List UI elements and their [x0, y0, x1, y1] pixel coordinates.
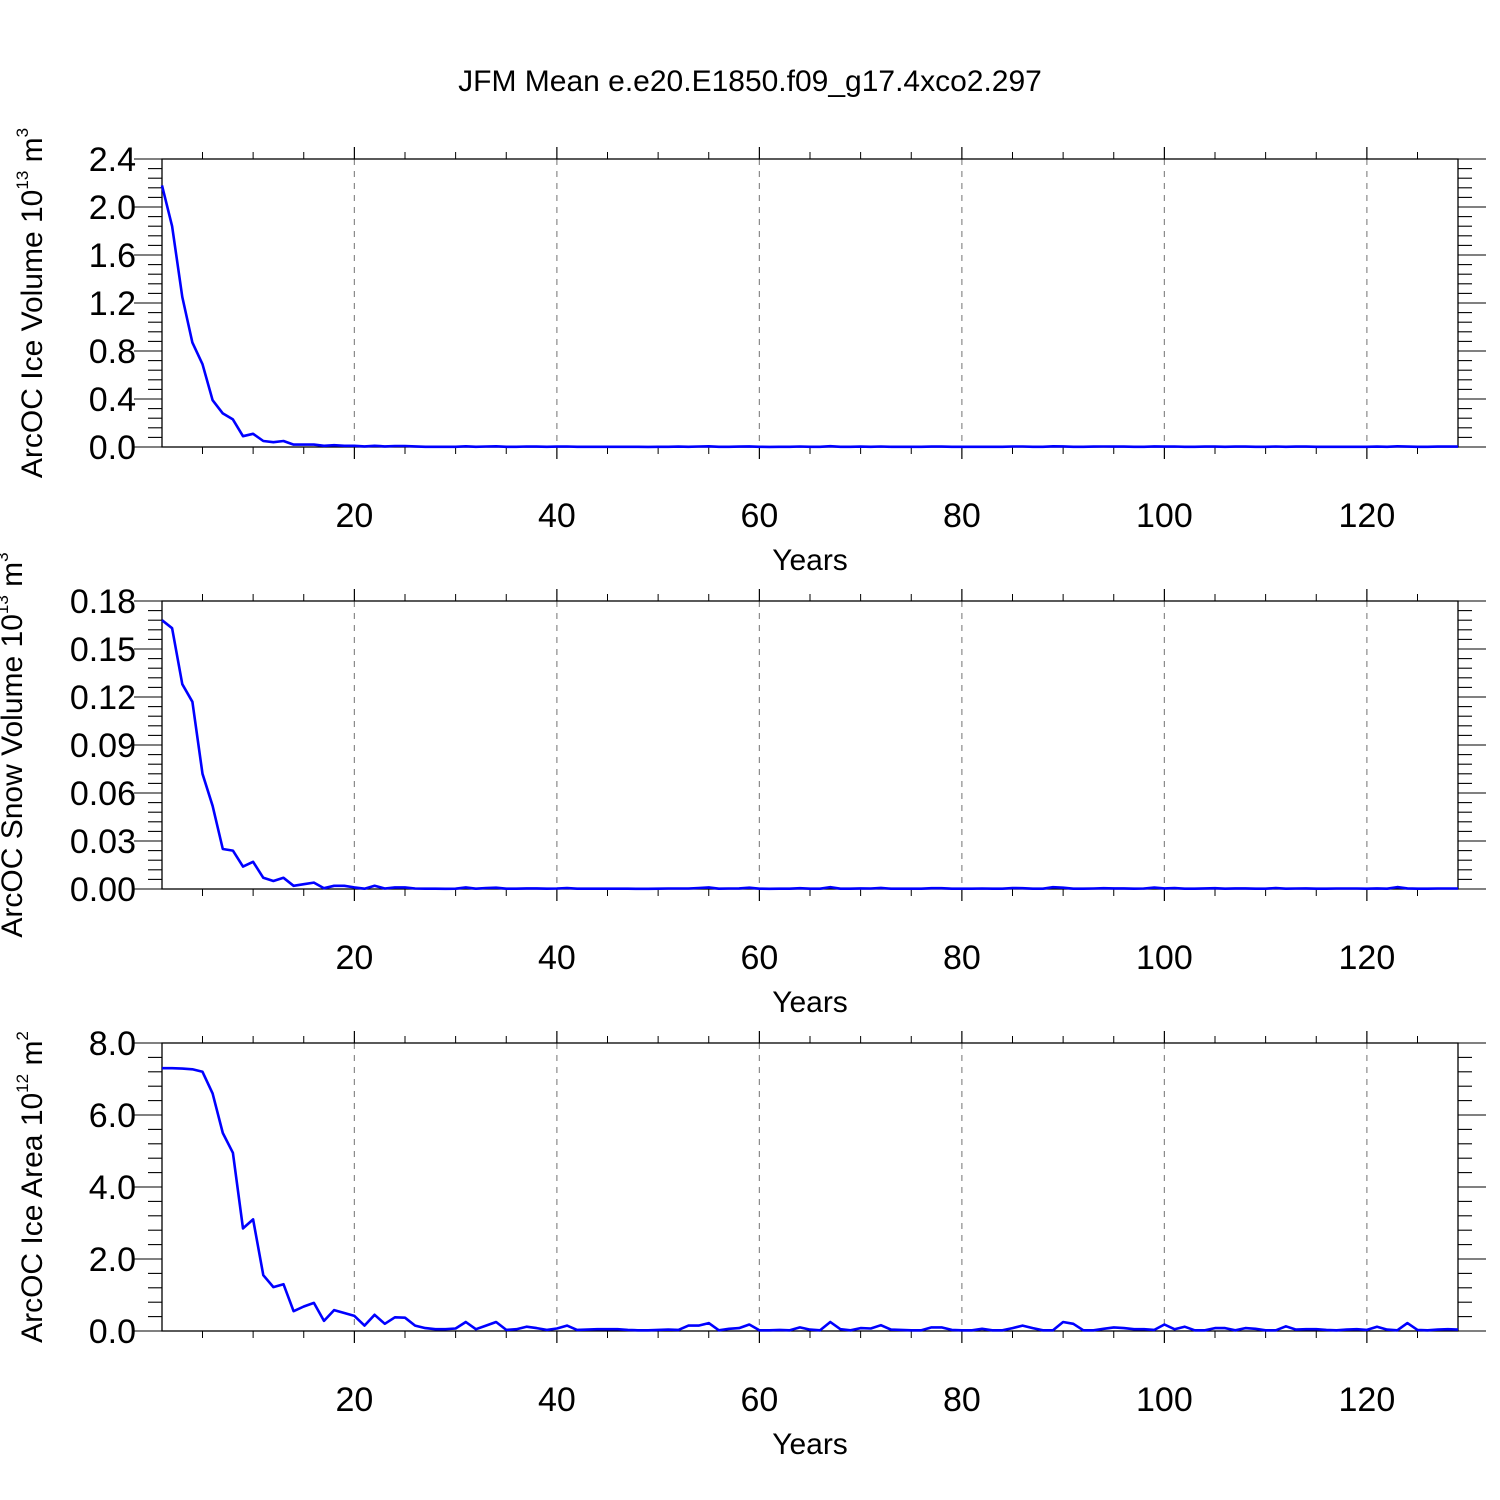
panel-snow-volume: 20 40 60 80 100 120 Years 0.00 0.03 0.06 0.09 0.12 0…: [0, 552, 1486, 1019]
x-tick-label: 120: [1339, 939, 1396, 977]
x-tick-label: 40: [538, 497, 576, 535]
panel-ice-area: 20 40 60 80 100 120 Years 0.0 2.0 4.0 6.0 8.0 ArcOC …: [13, 1025, 1486, 1461]
y-tick-label: 0.15: [70, 631, 136, 669]
series-line: [161, 619, 1458, 891]
x-tick-label: 100: [1136, 1381, 1193, 1419]
y-tick-label: 0.06: [70, 775, 136, 813]
y-tick-label: 0.09: [70, 727, 136, 765]
x-tick-label: 20: [335, 497, 373, 535]
x-tick-label: 100: [1136, 497, 1193, 535]
y-tick-label: 8.0: [89, 1025, 136, 1063]
y-tick-label: 0.0: [89, 429, 136, 467]
x-tick-label: 40: [538, 939, 576, 977]
x-axis-label: Years: [772, 986, 848, 1019]
x-tick-label: 20: [335, 1381, 373, 1419]
x-tick-label: 60: [740, 939, 778, 977]
y-tick-label: 0.03: [70, 823, 136, 861]
x-tick-label: 40: [538, 1381, 576, 1419]
y-tick-label: 1.2: [89, 285, 136, 323]
plot-frame: [161, 600, 1459, 890]
x-tick-label: 60: [740, 1381, 778, 1419]
plot-frame: [161, 1042, 1459, 1332]
y-tick-label: 6.0: [89, 1097, 136, 1135]
series-line: [160, 185, 1458, 449]
y-tick-label: 0.12: [70, 679, 136, 717]
x-tick-label: 80: [943, 939, 981, 977]
x-tick-label: 100: [1136, 939, 1193, 977]
chart-title: JFM Mean e.e20.E1850.f09_g17.4xco2.297: [458, 65, 1042, 98]
y-axis-label: ArcOC Snow Volume 1013 m3: [0, 552, 29, 937]
x-tick-label: 80: [943, 1381, 981, 1419]
y-tick-label: 0.4: [89, 381, 136, 419]
y-tick-label: 0.8: [89, 333, 136, 371]
series-line: [162, 1066, 1459, 1332]
y-tick-label: 2.0: [89, 1241, 136, 1279]
y-tick-label: 0.18: [70, 583, 136, 621]
x-tick-label: 120: [1339, 497, 1396, 535]
x-tick-label: 60: [740, 497, 778, 535]
y-axis-label: ArcOC Ice Area 1012 m2: [13, 1031, 49, 1343]
y-tick-label: 2.0: [89, 189, 136, 227]
y-tick-label: 4.0: [89, 1169, 136, 1207]
y-tick-label: 0.0: [89, 1313, 136, 1351]
y-axis-label: ArcOC Ice Volume 1013 m3: [13, 128, 49, 478]
x-axis-label: Years: [772, 544, 848, 577]
x-tick-label: 80: [943, 497, 981, 535]
x-tick-label: 120: [1339, 1381, 1396, 1419]
x-tick-label: 20: [335, 939, 373, 977]
y-tick-label: 2.4: [89, 141, 136, 179]
panel-ice-volume: 20 40 60 80 100 120 Years 0.0 0.4 0.8 1.2 1.6 2.0 2.4…: [13, 128, 1486, 577]
x-axis-label: Years: [772, 1428, 848, 1461]
y-tick-label: 1.6: [89, 237, 136, 275]
y-tick-label: 0.00: [70, 871, 136, 909]
plot-frame: [161, 158, 1459, 448]
